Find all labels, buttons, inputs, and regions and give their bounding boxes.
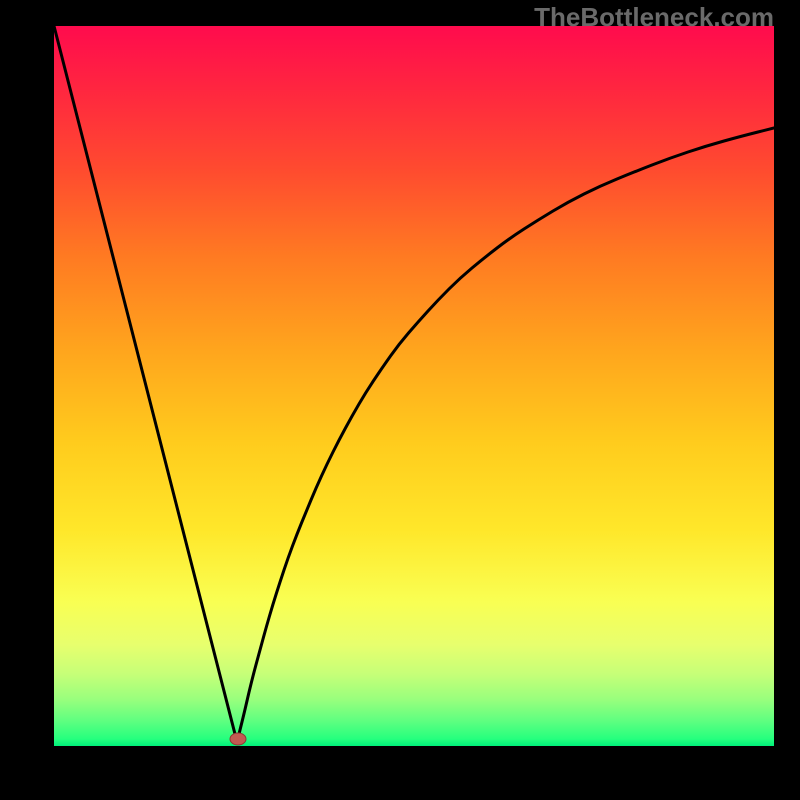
curve-layer bbox=[54, 26, 774, 746]
watermark-text: TheBottleneck.com bbox=[534, 2, 774, 33]
curve-left-branch bbox=[54, 26, 236, 738]
curve-right-branch bbox=[238, 128, 774, 738]
plot-area bbox=[54, 26, 774, 746]
chart-frame: TheBottleneck.com bbox=[0, 0, 800, 800]
minimum-marker bbox=[230, 733, 246, 745]
